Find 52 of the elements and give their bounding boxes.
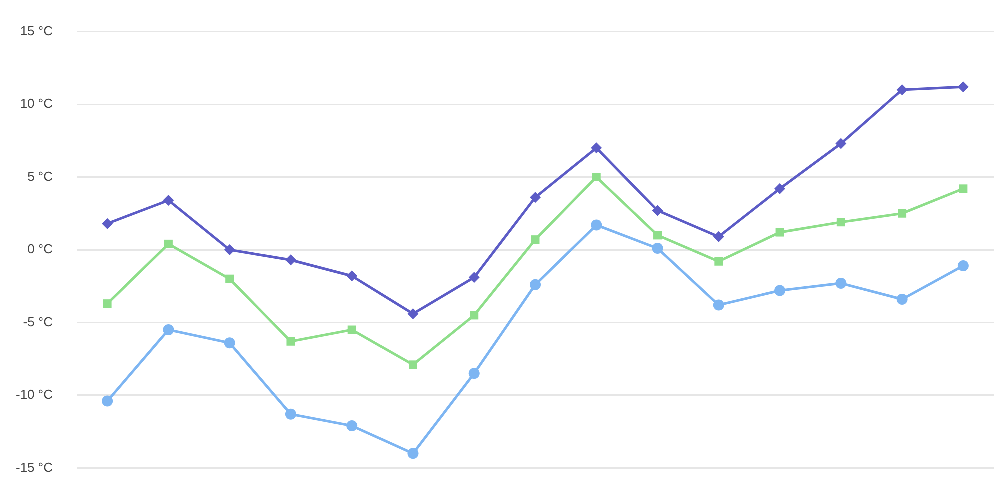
y-tick-label: -5 °C [23, 314, 53, 330]
point [958, 82, 969, 93]
point [408, 360, 418, 370]
y-tick-label: 10 °C [20, 96, 53, 112]
point [102, 218, 114, 230]
point [898, 209, 907, 218]
point [836, 278, 847, 289]
point [896, 294, 908, 305]
point [468, 272, 480, 284]
y-tick-label: 0 °C [28, 242, 53, 257]
point [713, 300, 724, 311]
point [163, 195, 174, 206]
point [774, 183, 786, 194]
point [531, 236, 540, 244]
point [591, 220, 602, 231]
point [958, 260, 969, 272]
point [776, 228, 784, 237]
point [285, 254, 296, 266]
point [224, 338, 236, 349]
point [226, 274, 234, 284]
point [102, 396, 114, 407]
point [470, 311, 479, 320]
point [164, 240, 173, 248]
point [224, 244, 236, 256]
point [408, 448, 419, 460]
point [103, 300, 112, 308]
y-tick-label: -10 °C [16, 387, 53, 402]
point [530, 279, 541, 290]
y-tick-label: 5 °C [28, 168, 53, 184]
point [591, 142, 602, 154]
point [774, 285, 786, 296]
point [286, 337, 296, 346]
point [714, 257, 724, 266]
point [285, 408, 296, 420]
point [896, 84, 908, 96]
point [652, 243, 664, 254]
point [836, 218, 846, 227]
point [959, 184, 968, 194]
point [652, 205, 664, 216]
point [530, 192, 541, 204]
point [408, 308, 419, 320]
point [163, 324, 174, 336]
point [346, 270, 358, 282]
point [713, 231, 724, 242]
point [592, 173, 601, 182]
point [346, 420, 358, 432]
point [654, 231, 662, 240]
point [836, 138, 847, 150]
point [468, 368, 480, 380]
y-tick-label: 15 °C [20, 23, 53, 38]
y-tick-label: -15 °C [16, 460, 53, 475]
point [348, 326, 356, 334]
